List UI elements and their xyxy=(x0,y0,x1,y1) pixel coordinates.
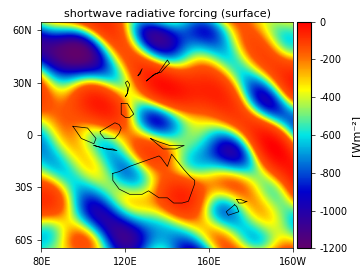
Y-axis label: [Wm⁻²]: [Wm⁻²] xyxy=(351,114,360,156)
Title: shortwave radiative forcing (surface): shortwave radiative forcing (surface) xyxy=(64,9,271,19)
